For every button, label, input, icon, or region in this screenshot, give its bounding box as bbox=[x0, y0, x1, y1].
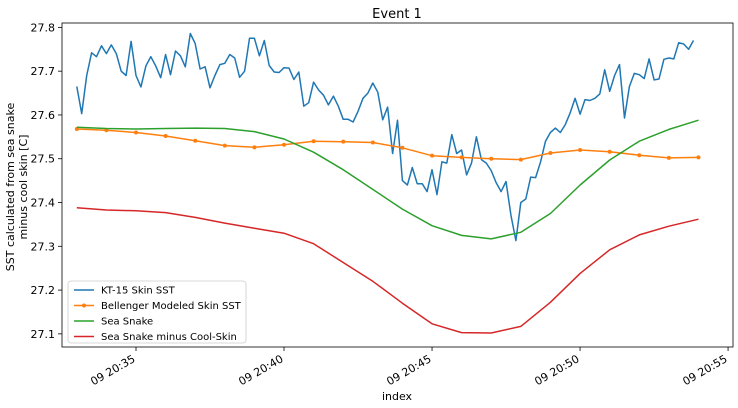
y-tick-label: 27.2 bbox=[31, 284, 56, 297]
y-tick-label: 27.3 bbox=[31, 240, 56, 253]
plot-frame bbox=[61, 22, 734, 348]
legend-label: Sea Snake bbox=[101, 317, 153, 328]
series-point bbox=[282, 142, 287, 147]
series-point bbox=[637, 153, 642, 158]
series-point bbox=[163, 133, 168, 138]
x-axis-label: index bbox=[382, 390, 413, 403]
y-tick-label: 27.5 bbox=[31, 153, 56, 166]
series-line bbox=[76, 119, 699, 240]
y-tick-label: 27.6 bbox=[31, 109, 56, 122]
series-line bbox=[76, 128, 699, 161]
series-4 bbox=[76, 207, 699, 334]
series-point bbox=[193, 138, 198, 143]
legend-marker bbox=[82, 303, 86, 308]
series-line bbox=[76, 32, 695, 242]
series-point bbox=[548, 151, 553, 156]
series-point bbox=[252, 145, 257, 150]
y-tick-label: 27.8 bbox=[31, 21, 56, 34]
chart-title: Event 1 bbox=[372, 7, 422, 22]
series-1 bbox=[76, 32, 695, 242]
y-axis-label: SST calculated from sea snakeminus cool … bbox=[4, 103, 30, 272]
y-tick-label: 27.7 bbox=[31, 65, 56, 78]
x-tick-label: 09 20:35 bbox=[88, 352, 137, 388]
series-point bbox=[222, 143, 227, 148]
series-point bbox=[430, 153, 435, 158]
y-axis: 27.1 27.2 27.3 27.4 27.5 27.6 27.7 27.8 bbox=[31, 21, 62, 341]
series-layer bbox=[74, 32, 701, 334]
x-tick-label: 09 20:55 bbox=[680, 352, 729, 388]
series-line bbox=[76, 207, 699, 334]
legend-label: Sea Snake minus Cool-Skin bbox=[101, 332, 237, 343]
series-point bbox=[489, 156, 494, 161]
x-tick-label: 09 20:40 bbox=[236, 352, 285, 388]
plot-area bbox=[61, 22, 734, 348]
series-point bbox=[370, 140, 375, 145]
series-point bbox=[104, 128, 109, 133]
series-point bbox=[134, 130, 139, 135]
legend: KT-15 Skin SST Bellenger Modeled Skin SST… bbox=[67, 280, 247, 344]
series-point bbox=[311, 139, 316, 144]
series-point bbox=[400, 145, 405, 150]
series-point bbox=[666, 155, 671, 160]
x-tick-label: 09 20:45 bbox=[384, 352, 433, 388]
legend-label: KT-15 Skin SST bbox=[101, 286, 176, 297]
series-2 bbox=[74, 126, 701, 162]
series-point bbox=[341, 139, 346, 144]
series-point bbox=[518, 157, 523, 162]
series-point bbox=[696, 155, 701, 160]
x-tick-label: 09 20:50 bbox=[532, 352, 581, 388]
y-tick-label: 27.4 bbox=[31, 197, 56, 210]
y-tick-label: 27.1 bbox=[31, 328, 56, 341]
x-axis: 09 20:35 09 20:40 09 20:45 09 20:50 09 20:55 bbox=[88, 347, 730, 388]
series-point bbox=[459, 155, 464, 160]
series-point bbox=[607, 149, 612, 154]
series-point bbox=[578, 147, 583, 152]
legend-box bbox=[67, 280, 247, 344]
legend-label: Bellenger Modeled Skin SST bbox=[101, 301, 242, 312]
series-3 bbox=[76, 119, 699, 240]
